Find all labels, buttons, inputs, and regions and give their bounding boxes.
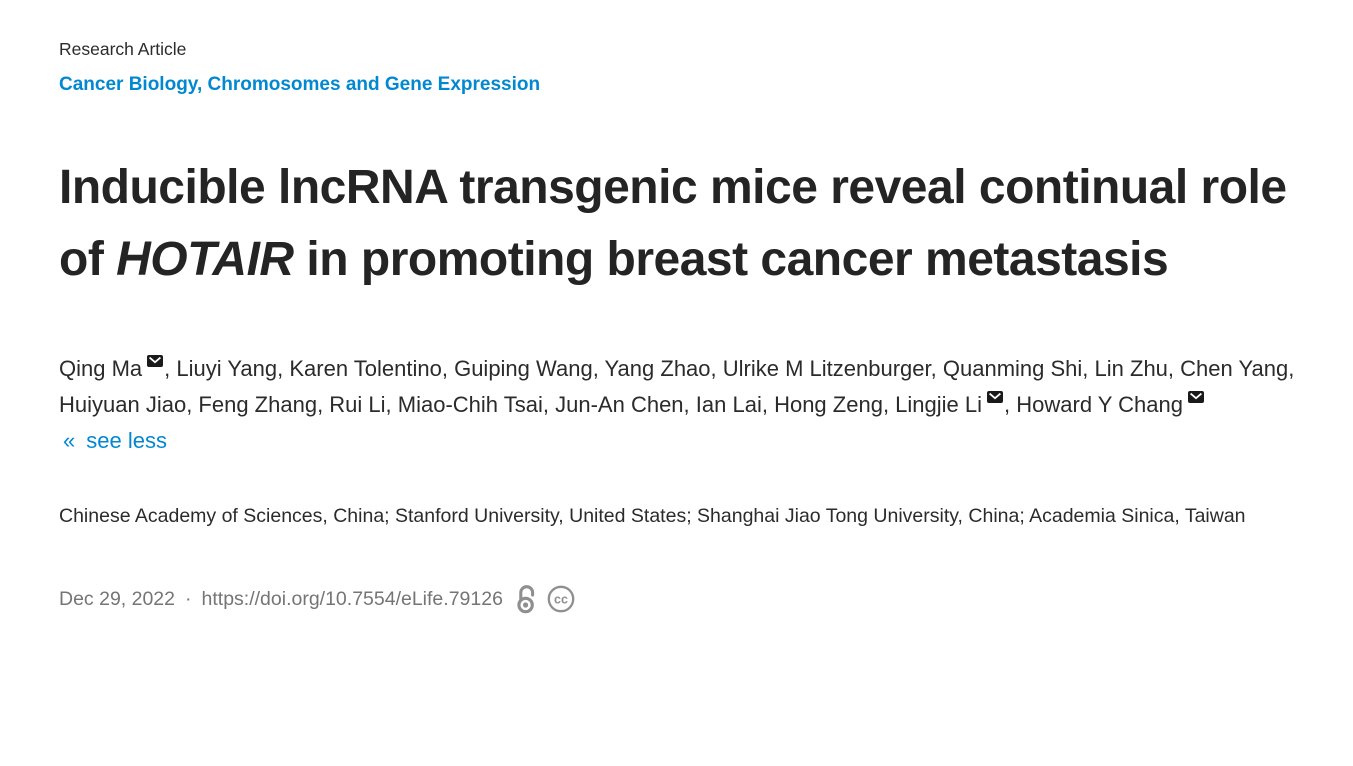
email-envelope-icon[interactable]	[987, 391, 1004, 403]
author-link[interactable]: Rui Li	[329, 392, 386, 417]
publish-date: Dec 29, 2022	[59, 587, 176, 610]
email-envelope-icon[interactable]	[1188, 391, 1204, 403]
author-link[interactable]: Liuyi Yang	[176, 356, 278, 381]
subject-areas-link[interactable]: Cancer Biology, Chromosomes and Gene Exp…	[59, 74, 541, 95]
title-gene-name: HOTAIR	[116, 233, 294, 286]
title-text-pre: Inducible lncRNA transgenic mice reveal …	[59, 161, 1287, 286]
open-access-icon[interactable]	[515, 584, 538, 614]
author-link[interactable]: Quanming Shi	[942, 356, 1083, 381]
title-text-post: in promoting breast cancer metastasis	[293, 233, 1169, 286]
author-link[interactable]: Qing Ma	[59, 356, 143, 381]
author-link[interactable]: Feng Zhang	[198, 392, 318, 417]
cc-glyph: cc	[554, 593, 568, 607]
author-link[interactable]: Chen Yang	[1180, 356, 1289, 381]
doi-link[interactable]: https://doi.org/10.7554/eLife.79126	[201, 587, 503, 610]
author-link[interactable]: Lin Zhu	[1094, 356, 1168, 381]
author-link[interactable]: Karen Tolentino	[289, 356, 442, 381]
author-link[interactable]: Ian Lai	[695, 392, 762, 417]
author-link[interactable]: Yang Zhao	[604, 356, 711, 381]
author-link[interactable]: Huiyuan Jiao	[59, 392, 187, 417]
affiliations-text: Chinese Academy of Sciences, China; Stan…	[59, 505, 1246, 527]
collapse-chevron-icon: «	[63, 428, 76, 453]
author-link[interactable]: Miao-Chih Tsai	[397, 392, 543, 417]
cc-license-icon[interactable]: cc	[547, 585, 575, 613]
author-list: Qing Ma, Liuyi Yang, Karen Tolentino, Gu…	[59, 351, 1304, 459]
see-less-label: see less	[86, 428, 167, 453]
author-link[interactable]: Ulrike M Litzenburger	[722, 356, 931, 381]
article-title: Inducible lncRNA transgenic mice reveal …	[59, 152, 1309, 296]
author-link[interactable]: Guiping Wang	[454, 356, 593, 381]
see-less-link[interactable]: « see less	[59, 428, 167, 453]
author-link[interactable]: Hong Zeng	[774, 392, 883, 417]
email-envelope-icon[interactable]	[147, 355, 164, 367]
author-link[interactable]: Lingjie Li	[895, 392, 983, 417]
author-link[interactable]: Jun-An Chen	[555, 392, 684, 417]
article-type-label: Research Article	[59, 39, 187, 59]
meta-row: Dec 29, 2022 · https://doi.org/10.7554/e…	[59, 584, 1309, 614]
author-link[interactable]: Howard Y Chang	[1016, 392, 1183, 417]
meta-separator: ·	[185, 587, 192, 610]
author-names: Qing Ma, Liuyi Yang, Karen Tolentino, Gu…	[59, 355, 1295, 417]
